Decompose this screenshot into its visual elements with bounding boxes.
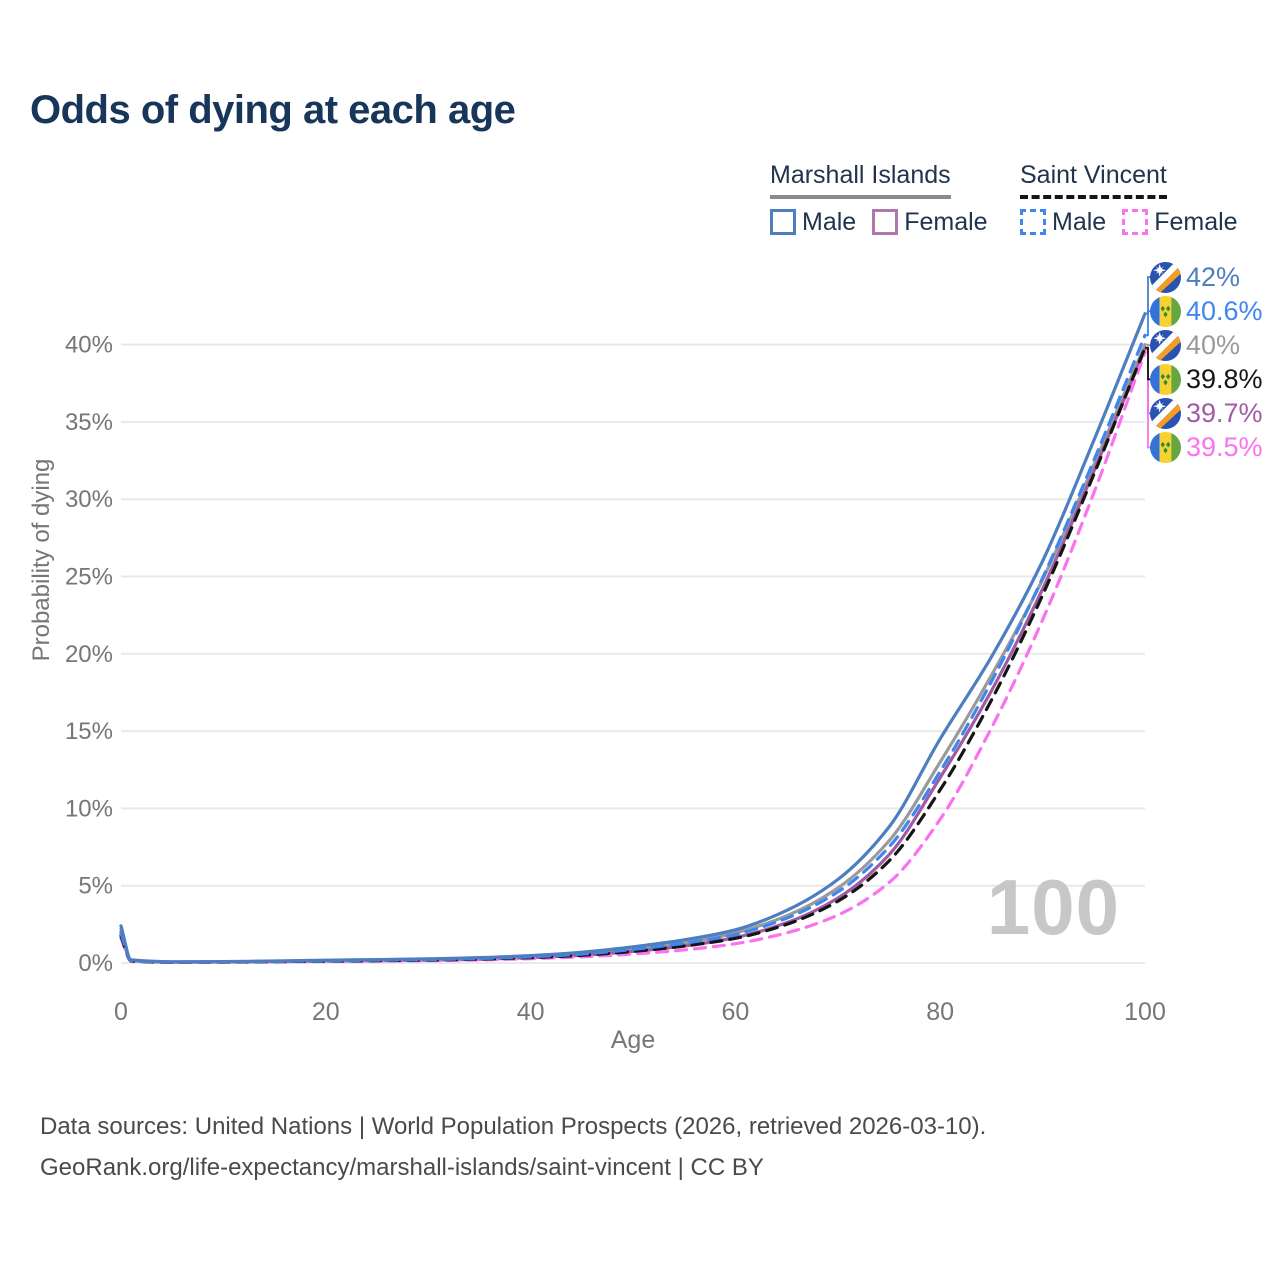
line-style-swatch-icon [872, 209, 899, 235]
end-label-42: 42% [1150, 261, 1240, 293]
y-tick-label: 35% [65, 409, 113, 436]
y-tick-label: 0% [78, 950, 113, 977]
x-tick-label: 20 [312, 998, 340, 1026]
x-tick-label: 0 [114, 998, 128, 1026]
legend-item-label: Female [1154, 207, 1238, 236]
legend-item-vincent-male[interactable]: Male [1020, 208, 1106, 237]
data-sources-text: Data sources: United Nations | World Pop… [40, 1113, 987, 1140]
hovered-age-watermark: 100 [986, 863, 1120, 951]
end-label-40: 40% [1150, 329, 1240, 361]
x-tick-label: 40 [517, 998, 545, 1026]
end-value-label: 39.5% [1186, 432, 1263, 462]
legend-item-label: Female [904, 207, 988, 236]
saint-vincent-flag [1150, 363, 1181, 395]
x-tick-label: 60 [721, 998, 749, 1026]
legend-group-saint-vincent: Saint Vincent Male Female [1020, 161, 1238, 237]
legend-item-label: Male [1052, 207, 1107, 236]
series-lines [119, 312, 1147, 965]
legend-country-saint-vincent[interactable]: Saint Vincent [1020, 161, 1167, 199]
end-label-406: 40.6% [1150, 295, 1263, 327]
saint-vincent-flag [1150, 295, 1181, 327]
marshall-islands-flag [1150, 329, 1181, 361]
attribution-text: GeoRank.org/life-expectancy/marshall-isl… [40, 1154, 764, 1181]
legend-item-label: Male [802, 207, 857, 236]
end-label-398: 39.8% [1150, 363, 1263, 395]
y-tick-label: 20% [65, 641, 113, 668]
line-style-swatch-icon [770, 209, 796, 235]
legend-item-marshall-female[interactable]: Female [872, 207, 988, 237]
end-label-397: 39.7% [1150, 397, 1263, 429]
end-value-label: 39.7% [1186, 397, 1263, 428]
end-value-label: 40.6% [1186, 295, 1263, 326]
series-line-marshall-islands-male[interactable] [119, 312, 1147, 964]
axis-tick-labels: 0% 5% 10% 15% 20% 25% 30% 35% 40% 0 20 40 60 80 100 [65, 332, 1166, 1026]
line-style-swatch-icon [1122, 209, 1149, 235]
saint-vincent-flag [1150, 432, 1181, 463]
y-tick-label: 30% [65, 486, 113, 513]
footer: Data sources: United Nations | World Pop… [40, 1106, 986, 1188]
end-value-label: 40% [1186, 329, 1241, 360]
y-tick-label: 5% [78, 873, 113, 900]
legend-item-marshall-male[interactable]: Male [770, 208, 856, 237]
legend-country-marshall-islands[interactable]: Marshall Islands [770, 161, 951, 199]
page-title: Odds of dying at each age [30, 88, 516, 132]
y-tick-label: 15% [65, 718, 113, 745]
x-tick-label: 100 [1124, 998, 1166, 1026]
marshall-islands-flag [1150, 397, 1181, 429]
marshall-islands-flag [1150, 261, 1181, 293]
legend-row: Male Female [1020, 208, 1238, 237]
y-axis-title: Probability of dying [28, 458, 55, 662]
end-value-label: 39.8% [1186, 363, 1263, 394]
line-style-swatch-icon [1020, 209, 1046, 235]
legend-row: Male Female [770, 208, 988, 237]
y-tick-label: 25% [65, 564, 113, 591]
y-tick-label: 40% [65, 332, 113, 359]
x-axis-title: Age [610, 1026, 656, 1054]
end-value-label: 42% [1186, 261, 1241, 292]
series-line-saint-vincent-male[interactable] [119, 333, 1147, 964]
y-tick-label: 10% [65, 795, 113, 822]
x-tick-label: 80 [926, 998, 954, 1026]
legend-group-marshall-islands: Marshall Islands Male Female [770, 161, 988, 237]
legend-item-vincent-female[interactable]: Female [1122, 207, 1238, 237]
end-label-395: 39.5% [1150, 432, 1263, 464]
